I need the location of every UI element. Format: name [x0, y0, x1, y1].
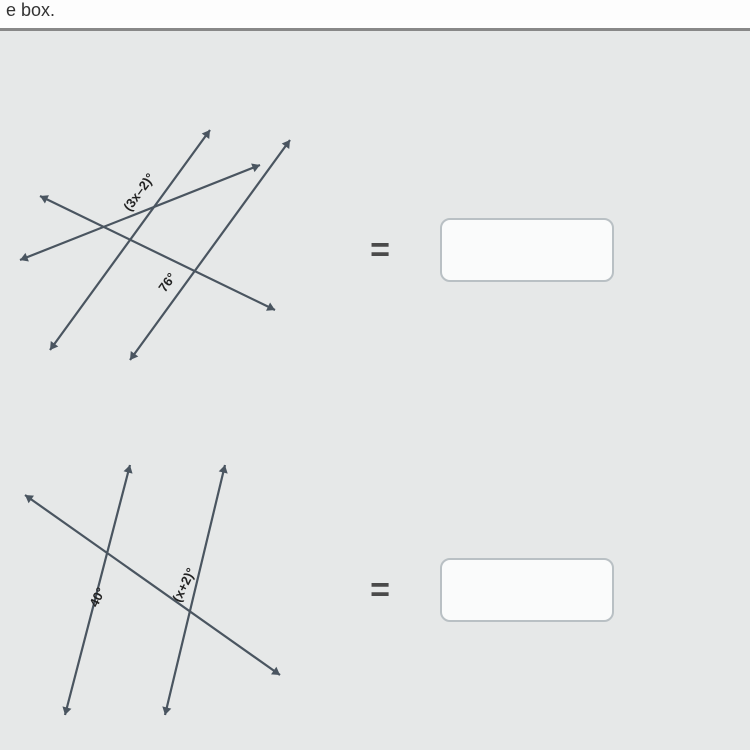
- diagram-2: 40°(x+2)°: [0, 440, 320, 740]
- answer-box-2[interactable]: [440, 558, 614, 622]
- diagram-2-svg: 40°(x+2)°: [0, 440, 320, 740]
- problem-row-1: (3x–2)°76° =: [0, 100, 750, 400]
- problem-row-2: 40°(x+2)° =: [0, 440, 750, 740]
- diagram-1-svg: (3x–2)°76°: [0, 100, 320, 400]
- svg-text:40°: 40°: [86, 585, 108, 609]
- equals-2: =: [320, 571, 440, 610]
- svg-text:76°: 76°: [155, 270, 179, 295]
- answer-box-1[interactable]: [440, 218, 614, 282]
- page-header-fragment: e box.: [0, 0, 750, 31]
- diagram-1: (3x–2)°76°: [0, 100, 320, 400]
- equals-1: =: [320, 231, 440, 270]
